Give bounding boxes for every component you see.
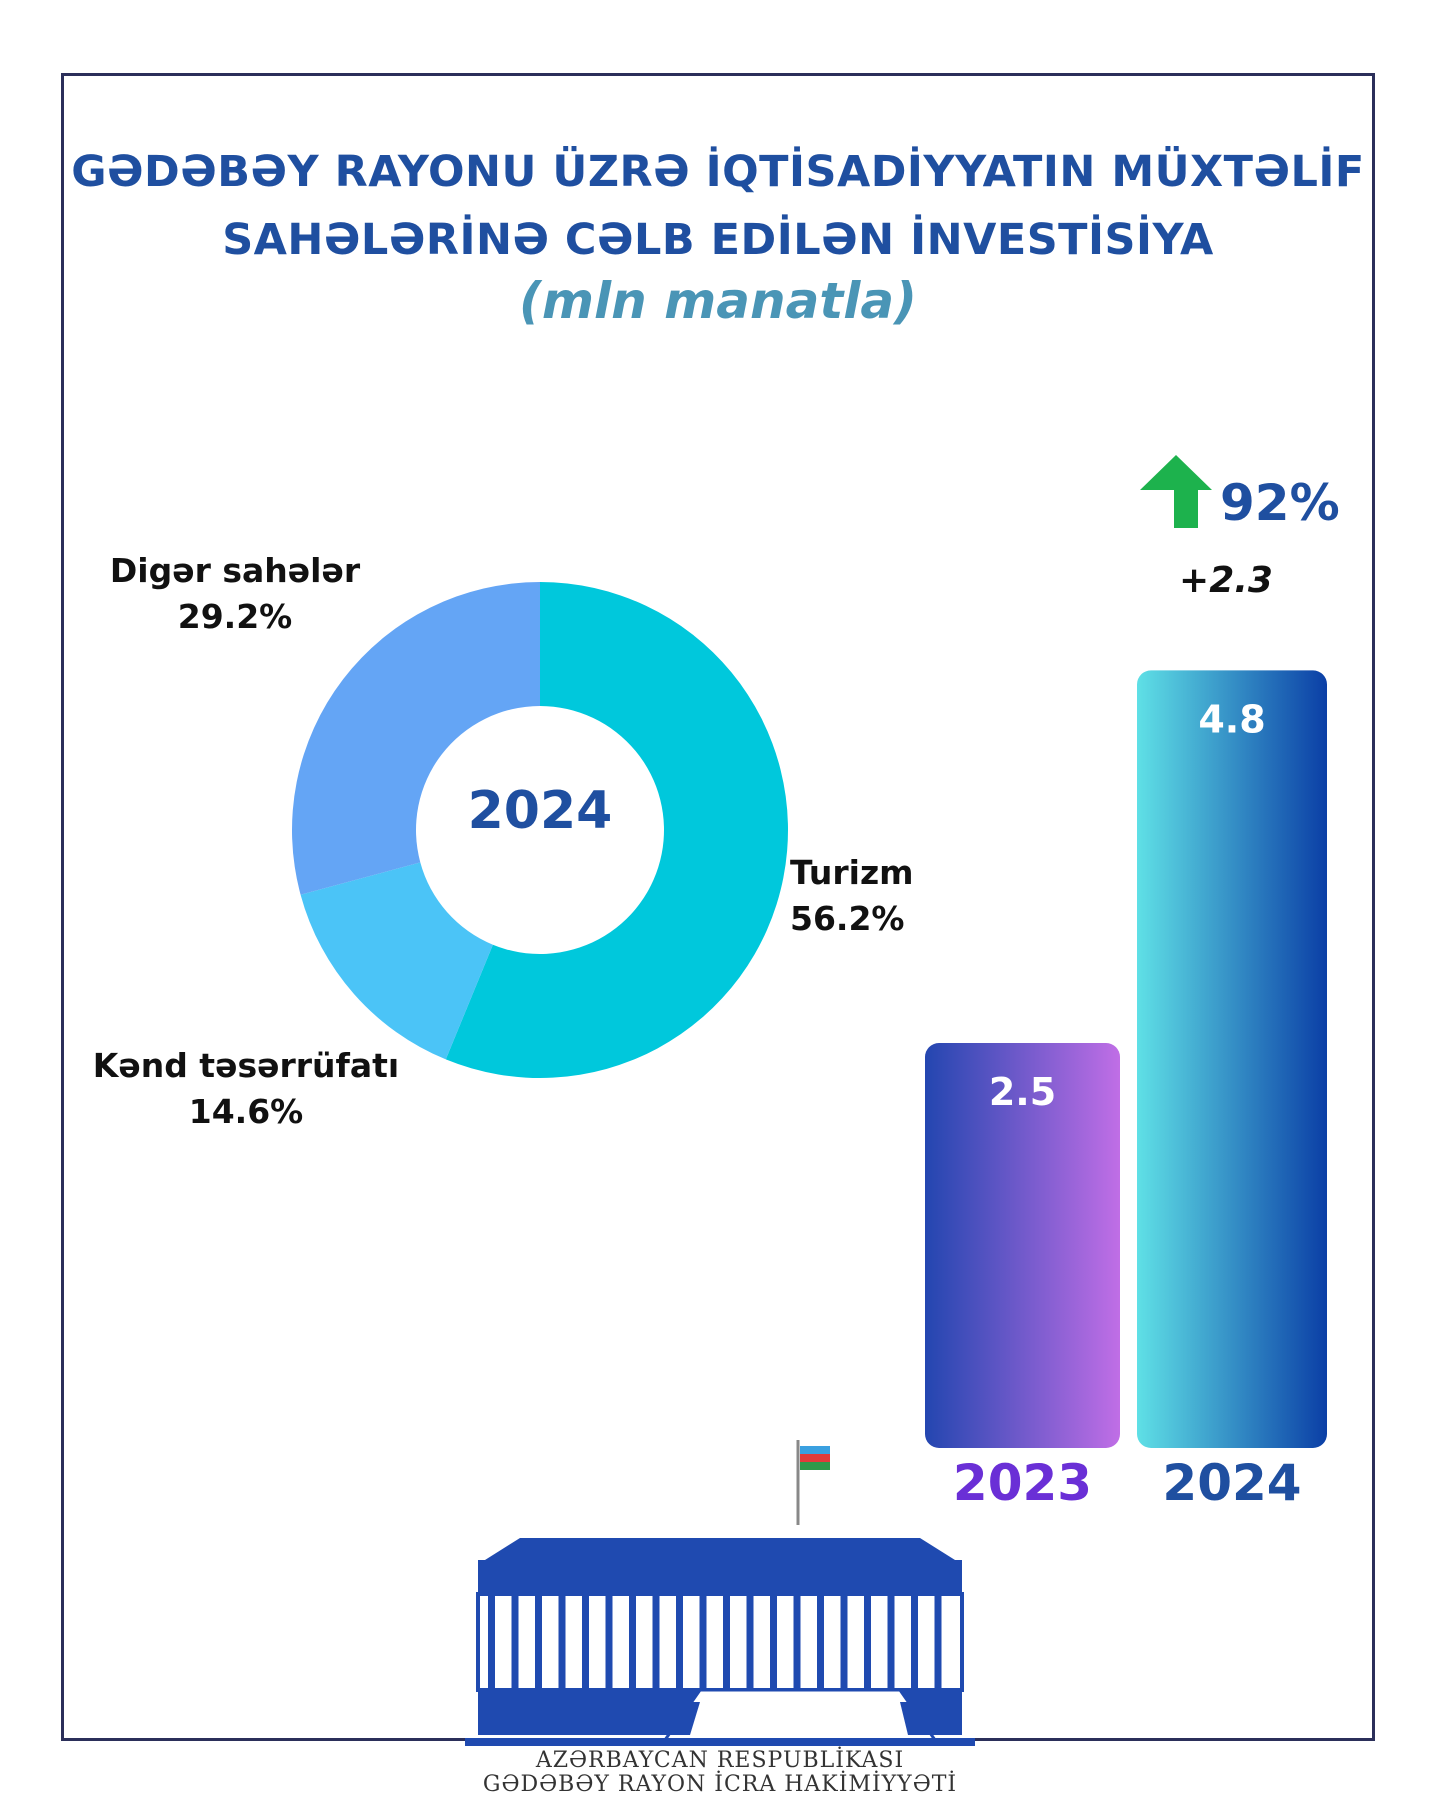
government-building-logo	[465, 1440, 975, 1746]
slice-name-tourism: Turizm	[790, 853, 914, 892]
bar-value-label-2023: 2.5	[989, 1070, 1056, 1114]
building-column	[840, 1594, 848, 1690]
chart-title: GƏDƏBƏY RAYONU ÜZRƏ İQTİSADİYYATIN MÜXTƏ…	[61, 138, 1375, 274]
bar-category-label-2024: 2024	[1162, 1454, 1301, 1512]
building-column	[582, 1594, 589, 1690]
slice-name-agriculture: Kənd təsərrüfatı	[92, 1046, 400, 1085]
slice-pct-tourism: 56.2%	[790, 899, 905, 938]
slice-pct-agriculture: 14.6%	[188, 1092, 304, 1131]
donut-slice-tourism	[445, 582, 788, 1078]
building-column	[746, 1594, 754, 1690]
bar-2023	[925, 1043, 1120, 1448]
donut-chart	[291, 582, 788, 1078]
building-column	[605, 1594, 613, 1690]
slice-name-other: Digər sahələr	[109, 551, 361, 590]
building-column	[793, 1594, 801, 1690]
slice-pct-other: 29.2%	[177, 597, 293, 636]
bar-chart: 2.5 2023 4.8 2024	[925, 670, 1327, 1512]
building-column	[652, 1594, 660, 1690]
slice-label-other: Digər sahələr 29.2%	[90, 548, 380, 640]
building-column	[911, 1594, 918, 1690]
building-column	[770, 1594, 777, 1690]
building-column	[535, 1594, 542, 1690]
building-column	[864, 1594, 871, 1690]
building-column	[934, 1594, 942, 1690]
growth-percent: 92%	[1220, 474, 1340, 532]
building-column	[558, 1594, 566, 1690]
building-column	[676, 1594, 683, 1690]
bar-2024	[1137, 670, 1327, 1448]
chart-subtitle: (mln manatla)	[519, 272, 917, 330]
footer-line-1: AZƏRBAYCAN RESPUBLİKASI	[535, 1748, 905, 1773]
donut-center-label: 2024	[468, 781, 613, 841]
building-column	[887, 1594, 895, 1690]
slice-label-agriculture: Kənd təsərrüfatı 14.6%	[86, 1043, 406, 1135]
donut-slice-other	[291, 582, 540, 895]
slice-label-tourism: Turizm 56.2%	[790, 850, 940, 942]
building-column	[699, 1594, 707, 1690]
bar-value-label-2024: 4.8	[1198, 697, 1265, 741]
building-column	[488, 1594, 495, 1690]
bar-category-label-2023: 2023	[953, 1454, 1092, 1512]
growth-arrow-icon	[1140, 455, 1212, 528]
title-line-1: GƏDƏBƏY RAYONU ÜZRƏ İQTİSADİYYATIN MÜXTƏ…	[71, 147, 1365, 197]
building-column	[629, 1594, 636, 1690]
building-column	[817, 1594, 824, 1690]
growth-absolute: +2.3	[1179, 560, 1273, 601]
donut-slice-agriculture	[300, 862, 493, 1060]
building-column	[511, 1594, 519, 1690]
footer-line-2: GƏDƏBƏY RAYON İCRA HAKİMİYYƏTİ	[482, 1772, 958, 1797]
title-line-2: SAHƏLƏRİNƏ CƏLB EDİLƏN İNVESTİSİYA	[222, 215, 1214, 265]
building-column	[723, 1594, 730, 1690]
